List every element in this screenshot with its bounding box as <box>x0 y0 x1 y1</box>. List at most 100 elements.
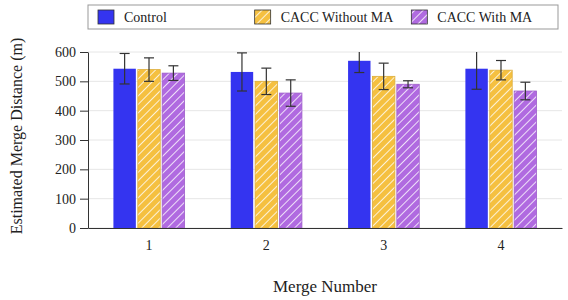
tick: 300 <box>55 133 88 148</box>
grid <box>88 52 562 228</box>
legend-label: Control <box>124 10 167 25</box>
x-axis-title: Merge Number <box>273 277 377 296</box>
legend-label: CACC With MA <box>437 10 533 25</box>
error-cap <box>286 106 296 107</box>
error-cap <box>520 99 530 100</box>
axis-line <box>89 228 563 229</box>
tick-label: 4 <box>497 238 504 253</box>
tick-mark <box>80 228 88 229</box>
legend: Control CACC Without MA CACC With MA <box>88 5 558 29</box>
legend-frame <box>88 5 558 29</box>
error-cap <box>168 65 178 66</box>
tick: 2 <box>263 238 270 253</box>
error-cap <box>379 63 389 64</box>
error-cap <box>379 89 389 90</box>
tick-mark <box>80 52 88 53</box>
error-cap <box>261 94 271 95</box>
tick-label: 3 <box>380 238 387 253</box>
y-axis: 0 100 200 300 400 500 600 <box>55 45 89 236</box>
tick-label: 600 <box>55 45 76 60</box>
error-line <box>359 52 360 73</box>
error-cap <box>520 82 530 83</box>
tick-mark <box>80 169 88 170</box>
series <box>162 66 536 228</box>
tick-label: 300 <box>55 133 76 148</box>
legend-entry: CACC Without MA <box>255 10 395 25</box>
tick: 500 <box>55 74 88 89</box>
error-cap <box>286 79 296 80</box>
error-cap <box>120 83 130 84</box>
tick-label: 2 <box>263 238 270 253</box>
error-line <box>525 82 526 100</box>
tick-label: 500 <box>55 74 76 89</box>
error-bar <box>379 63 389 89</box>
error-cap <box>472 89 482 90</box>
bar <box>514 91 536 228</box>
error-bar <box>403 81 413 88</box>
tick: 4 <box>497 238 504 253</box>
tick: 3 <box>380 238 387 253</box>
series <box>113 52 487 228</box>
bars <box>113 52 536 228</box>
bar <box>113 69 135 228</box>
tick-label: 0 <box>69 221 76 236</box>
error-line <box>383 63 384 89</box>
error-cap <box>168 80 178 81</box>
bar <box>397 84 419 228</box>
error-cap <box>354 72 364 73</box>
error-line <box>407 81 408 88</box>
error-bar <box>144 58 154 81</box>
error-line <box>148 58 149 81</box>
x-axis: 1 2 3 4 <box>89 229 563 253</box>
error-bar <box>472 52 482 89</box>
bar <box>231 72 253 228</box>
error-bar <box>237 53 247 91</box>
tick-mark <box>80 199 88 200</box>
error-bar <box>168 66 178 81</box>
error-bar <box>261 68 271 94</box>
error-line <box>290 80 291 106</box>
error-cap <box>237 52 247 53</box>
tick-mark <box>80 81 88 82</box>
bar <box>138 70 160 228</box>
error-bar <box>354 52 364 73</box>
error-bar <box>120 53 130 84</box>
error-line <box>173 66 174 81</box>
tick-label: 400 <box>55 104 76 119</box>
error-cap <box>496 79 506 80</box>
error-cap <box>261 68 271 69</box>
tick-label: 1 <box>146 238 153 253</box>
tick: 200 <box>55 162 88 177</box>
error-line <box>476 52 477 89</box>
tick: 600 <box>55 45 88 60</box>
bar <box>490 70 512 228</box>
tick-label: 200 <box>55 162 76 177</box>
legend-swatch <box>411 10 427 24</box>
error-cap <box>496 60 506 61</box>
tick: 1 <box>146 238 153 253</box>
tick: 0 <box>69 221 88 236</box>
bar <box>465 69 487 228</box>
error-line <box>266 68 267 94</box>
error-cap <box>120 53 130 54</box>
legend-swatch <box>255 10 271 24</box>
error-cap <box>403 80 413 81</box>
error-line <box>241 53 242 91</box>
tick-label: 100 <box>55 192 76 207</box>
tick: 400 <box>55 104 88 119</box>
error-line <box>500 61 501 80</box>
bar <box>280 93 302 228</box>
bar <box>348 61 370 228</box>
series <box>138 58 512 228</box>
legend-entry: Control <box>98 10 167 25</box>
tick-mark <box>80 140 88 141</box>
error-line <box>124 53 125 84</box>
error-cap <box>403 87 413 88</box>
legend-label: CACC Without MA <box>281 10 395 25</box>
tick: 100 <box>55 192 88 207</box>
y-axis-title: Estimated Merge Distance (m) <box>8 38 26 235</box>
legend-entry: CACC With MA <box>411 10 533 25</box>
bar <box>162 73 184 228</box>
plot: 0 100 200 300 400 500 600 1 2 3 4 <box>55 45 563 253</box>
error-cap <box>144 81 154 82</box>
